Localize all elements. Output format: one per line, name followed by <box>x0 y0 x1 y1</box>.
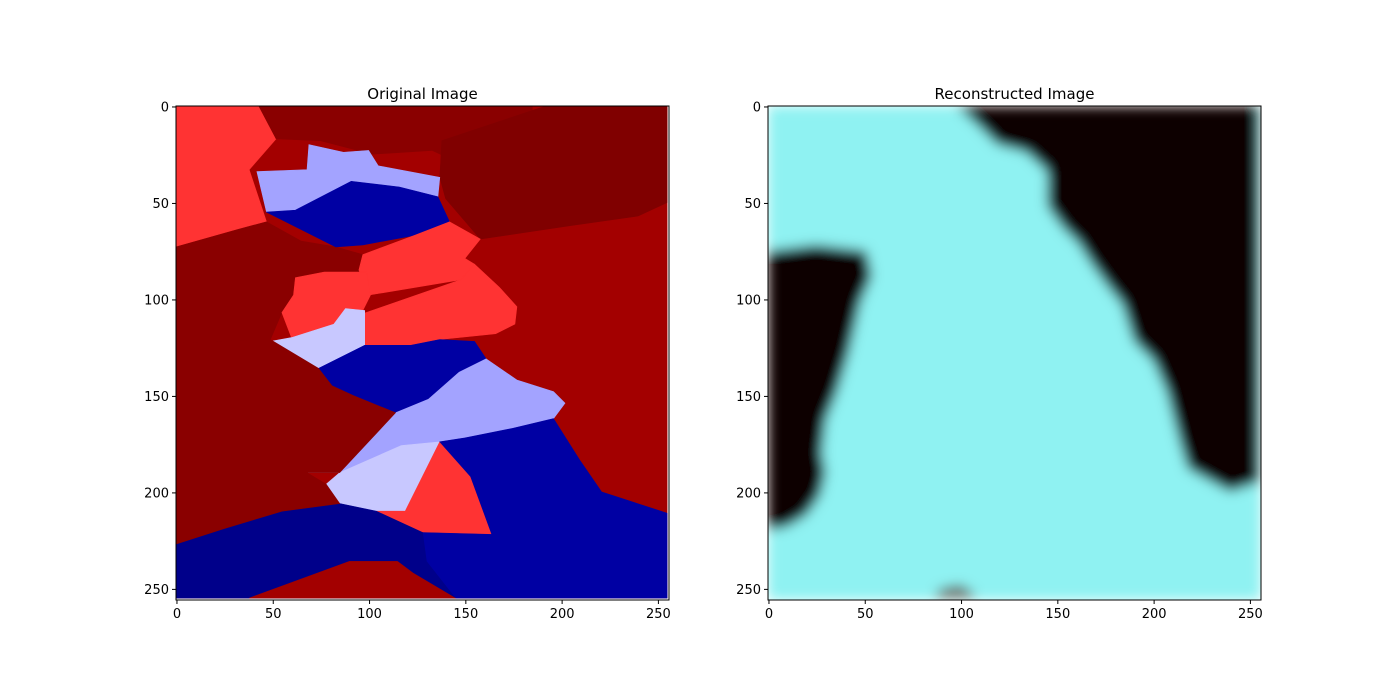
x-tick-label: 150 <box>1045 607 1070 622</box>
y-tick-label: 250 <box>736 583 761 598</box>
original-x-ticks: 0 50 100 150 200 250 <box>173 600 671 622</box>
reconstructed-region-0 <box>956 106 1260 492</box>
x-tick-label: 200 <box>550 607 575 622</box>
y-tick-label: 100 <box>736 293 761 308</box>
x-tick-label: 50 <box>857 607 874 622</box>
reconstructed-image-area <box>768 106 1261 600</box>
y-tick-label: 200 <box>736 486 761 501</box>
y-tick-label: 150 <box>736 390 761 405</box>
original-image-area <box>176 106 668 599</box>
original-region-6 <box>265 180 450 248</box>
y-tick-label: 50 <box>744 197 761 212</box>
reconstructed-y-ticks: 0 50 100 150 200 250 <box>736 100 768 598</box>
original-region-19 <box>249 561 457 599</box>
reconstructed-title: Reconstructed Image <box>935 85 1095 103</box>
original-region-16 <box>422 418 668 599</box>
x-tick-label: 50 <box>265 607 282 622</box>
panel-reconstructed: Reconstructed Image 0 50 100 150 200 250 0 50 1… <box>736 85 1263 622</box>
original-title: Original Image <box>367 85 477 103</box>
original-region-18 <box>176 339 397 545</box>
reconstructed-x-ticks: 0 50 100 150 200 250 <box>765 600 1263 622</box>
y-tick-label: 100 <box>144 293 169 308</box>
x-tick-label: 200 <box>1142 607 1167 622</box>
reconstructed-plot-frame <box>767 105 1262 601</box>
panel-original: Original Image 0 50 100 150 200 250 0 50 100 150… <box>144 85 671 622</box>
x-tick-label: 0 <box>173 607 181 622</box>
y-tick-label: 150 <box>144 390 169 405</box>
x-tick-label: 250 <box>1238 607 1263 622</box>
y-tick-label: 250 <box>144 583 169 598</box>
x-tick-label: 250 <box>646 607 671 622</box>
x-tick-label: 150 <box>453 607 478 622</box>
reconstructed-region-1 <box>768 244 872 531</box>
reconstructed-region-2 <box>933 584 976 599</box>
original-y-ticks: 0 50 100 150 200 250 <box>144 100 176 598</box>
y-tick-label: 0 <box>161 100 169 115</box>
y-tick-label: 0 <box>753 100 761 115</box>
x-tick-label: 0 <box>765 607 773 622</box>
y-tick-label: 50 <box>152 197 169 212</box>
x-tick-label: 100 <box>357 607 382 622</box>
original-region-3 <box>439 106 668 240</box>
y-tick-label: 200 <box>144 486 169 501</box>
original-plot-frame <box>175 105 670 601</box>
x-tick-label: 100 <box>949 607 974 622</box>
